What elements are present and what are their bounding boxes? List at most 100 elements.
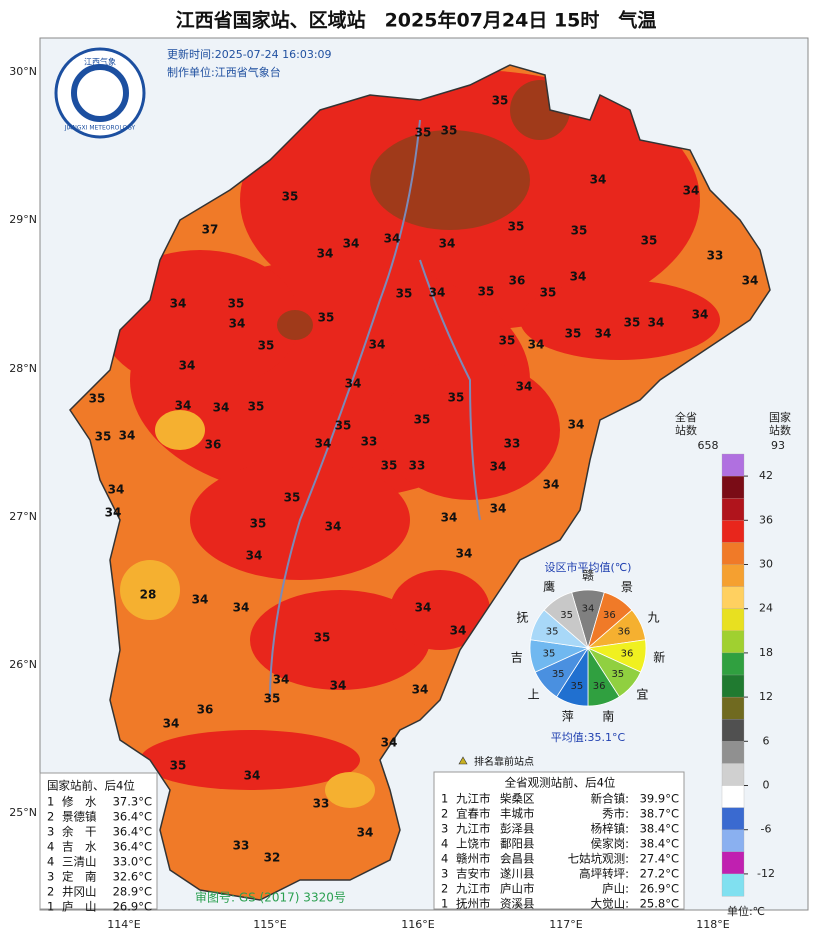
station-value: 34: [163, 717, 180, 731]
station-value: 35: [95, 430, 112, 444]
station-temp: 33.0°C: [113, 855, 152, 869]
rank-no: 2: [47, 885, 54, 899]
colorbar-tick-label: 42: [759, 469, 773, 482]
station-value: 34: [441, 511, 458, 525]
station-value: 34: [244, 769, 261, 783]
pie-value: 34: [582, 604, 595, 615]
station-name: 吉 水: [62, 840, 97, 854]
station-value: 35: [499, 334, 516, 348]
station-value: 35: [508, 220, 525, 234]
pie-value: 35: [543, 649, 556, 660]
station-value: 34: [325, 520, 342, 534]
station-value: 35: [264, 692, 281, 706]
province-rank-cell: 九江市: [456, 822, 491, 836]
station-value: 33: [504, 437, 521, 451]
pie-city: 鹰: [543, 579, 555, 594]
station-value: 34: [229, 317, 246, 331]
pie-city: 南: [602, 709, 614, 724]
station-value: 34: [105, 506, 122, 520]
pie-city: 萍: [562, 710, 574, 724]
national-count: 93: [771, 439, 785, 452]
station-value: 33: [361, 435, 378, 449]
province-table-header: 全省观测站前、后4位: [505, 776, 616, 790]
station-value: 34: [345, 377, 362, 391]
province-rank-cell: 庐山:: [602, 882, 629, 896]
province-rank-cell: 赣州市: [456, 852, 491, 866]
station-value: 34: [170, 297, 187, 311]
colorbar-header-line: 站数: [769, 423, 791, 437]
station-value: 37: [202, 223, 219, 237]
station-value: 35: [314, 631, 331, 645]
province-rank-cell: 大觉山:: [591, 897, 629, 911]
station-temp: 36.4°C: [113, 840, 152, 854]
colorbar-header: 国家站数: [769, 410, 791, 437]
province-rank-cell: 2: [441, 807, 448, 821]
station-value: 34: [315, 437, 332, 451]
province-rank-cell: 上饶市: [456, 837, 491, 851]
station-value: 34: [343, 237, 360, 251]
lat-label: 25°N: [9, 806, 37, 819]
station-value: 34: [648, 316, 665, 330]
station-value: 33: [233, 839, 250, 853]
rank-no: 1: [47, 795, 54, 809]
rank-no: 2: [47, 810, 54, 824]
province-rank-cell: 25.8°C: [640, 897, 679, 911]
national-table-header: 国家站前、后4位: [47, 779, 135, 793]
station-name: 三清山: [62, 855, 97, 869]
station-value: 35: [641, 234, 658, 248]
station-value: 34: [590, 173, 607, 187]
colorbar-segment: [721, 453, 745, 477]
station-value: 34: [439, 237, 456, 251]
province-rank-cell: 1: [441, 897, 448, 911]
colorbar-segment: [721, 564, 745, 588]
station-value: 34: [317, 247, 334, 261]
station-value: 35: [624, 316, 641, 330]
station-value: 35: [89, 392, 106, 406]
pie-value: 36: [621, 649, 634, 660]
station-value: 34: [683, 184, 700, 198]
pie-average: 平均值:35.1°C: [551, 731, 626, 744]
province-rank-cell: 38.7°C: [640, 807, 679, 821]
colorbar-tick-label: 12: [759, 690, 773, 703]
colorbar-segment: [721, 696, 745, 720]
province-rank-cell: 秀市:: [602, 807, 629, 821]
station-value: 34: [429, 286, 446, 300]
colorbar-tick-label: 36: [759, 513, 773, 526]
colorbar-tick-label: 6: [763, 734, 770, 747]
pie-value: 35: [546, 627, 559, 638]
station-value: 34: [692, 308, 709, 322]
province-rank-cell: 鄱阳县: [500, 837, 535, 851]
lat-label: 27°N: [9, 510, 37, 523]
station-value: 34: [412, 683, 429, 697]
station-value: 35: [414, 413, 431, 427]
province-rank-cell: 会昌县: [500, 852, 535, 866]
pie-city: 上: [528, 688, 540, 702]
station-value: 35: [565, 327, 582, 341]
province-rank-cell: 宜春市: [456, 807, 491, 821]
station-value: 34: [415, 601, 432, 615]
pie-title: 设区市平均值(℃): [545, 560, 632, 574]
station-value: 35: [478, 285, 495, 299]
colorbar-segment: [721, 829, 745, 853]
province-table-box: [433, 771, 685, 910]
station-value: 35: [540, 286, 557, 300]
station-value: 35: [381, 459, 398, 473]
lon-label: 117°E: [549, 918, 582, 931]
logo-en: JIANGXI METEOROLOGY: [64, 125, 136, 132]
colorbar-segment: [721, 719, 745, 742]
province-rank-cell: 3: [441, 867, 448, 881]
colorbar-segment: [721, 741, 745, 764]
pie-city: 吉: [511, 651, 523, 665]
station-temp: 32.6°C: [113, 870, 152, 884]
logo: 江西气象 JIANGXI METEOROLOGY: [54, 47, 146, 139]
province-rank-cell: 资溪县: [500, 897, 535, 911]
station-value: 36: [205, 438, 222, 452]
station-value: 34: [369, 338, 386, 352]
station-value: 34: [543, 478, 560, 492]
pie-slice: [543, 591, 589, 650]
station-value: 34: [456, 547, 473, 561]
station-value: 34: [595, 327, 612, 341]
rank-no: 4: [47, 855, 54, 869]
colorbar-segment: [721, 542, 745, 565]
station-name: 景德镇: [62, 810, 97, 824]
